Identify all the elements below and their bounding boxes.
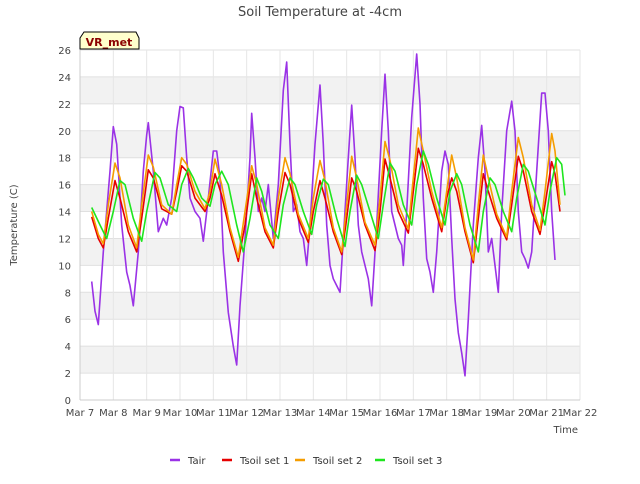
y-tick-label: 24: [58, 73, 71, 84]
series-line-tair: [90, 53, 556, 377]
axes: [79, 50, 580, 401]
x-tick-label: Mar 15: [329, 408, 364, 419]
legend-label: Tsoil set 1: [239, 456, 289, 467]
x-tick-label: Mar 20: [496, 408, 531, 419]
y-tick-label: 4: [65, 342, 71, 353]
x-tick-label: Mar 22: [563, 408, 598, 419]
y-tick-label: 18: [58, 154, 71, 165]
x-tick-label: Mar 7: [66, 408, 94, 419]
x-tick-label: Mar 16: [363, 408, 398, 419]
station-label: VR_met: [86, 36, 133, 49]
x-tick-label: Mar 13: [263, 408, 298, 419]
x-tick-label: Mar 9: [132, 408, 160, 419]
plot-band: [80, 292, 580, 320]
x-tick-label: Mar 8: [99, 408, 127, 419]
x-axis-label: Time: [553, 425, 578, 436]
chart-title: Soil Temperature at -4cm: [238, 5, 402, 20]
y-tick-label: 8: [65, 288, 71, 299]
plot-band: [80, 76, 580, 104]
plot-bands: [80, 50, 580, 400]
legend: Tair Tsoil set 1 Tsoil set 2 Tsoil set 3: [170, 456, 442, 467]
station-badge: VR_met: [79, 31, 140, 50]
y-tick-label: 6: [65, 315, 71, 326]
legend-label: Tsoil set 3: [392, 456, 442, 467]
y-tick-label: 12: [58, 234, 71, 245]
legend-label: Tsoil set 2: [312, 456, 362, 467]
x-tick-label: Mar 19: [463, 408, 498, 419]
plot-band: [80, 130, 580, 158]
y-tick-label: 26: [58, 46, 71, 57]
y-axis-label: Temperature (C): [9, 184, 20, 266]
y-tick-label: 20: [58, 127, 71, 138]
y-tick-label: 14: [58, 208, 71, 219]
plot-band: [80, 346, 580, 374]
series-line-tsoil-set-3: [90, 150, 566, 253]
x-tick-label: Mar 12: [229, 408, 264, 419]
y-tick-label: 0: [65, 396, 71, 407]
x-tick-label: Mar 11: [196, 408, 231, 419]
series-lines: [90, 53, 566, 377]
y-tick-label: 10: [58, 261, 71, 272]
x-tick-label: Mar 10: [163, 408, 198, 419]
y-tick-label: 16: [58, 181, 71, 192]
plot-background: [80, 50, 580, 400]
x-tick-label: Mar 21: [529, 408, 564, 419]
legend-label: Tair: [187, 456, 206, 467]
x-tick-label: Mar 17: [396, 408, 431, 419]
series-line-tsoil-set-2: [90, 127, 561, 261]
y-tick-label: 2: [65, 369, 71, 380]
x-tick-label: Mar 14: [296, 408, 331, 419]
x-tick-label: Mar 18: [429, 408, 464, 419]
y-tick-label: 22: [58, 100, 71, 111]
